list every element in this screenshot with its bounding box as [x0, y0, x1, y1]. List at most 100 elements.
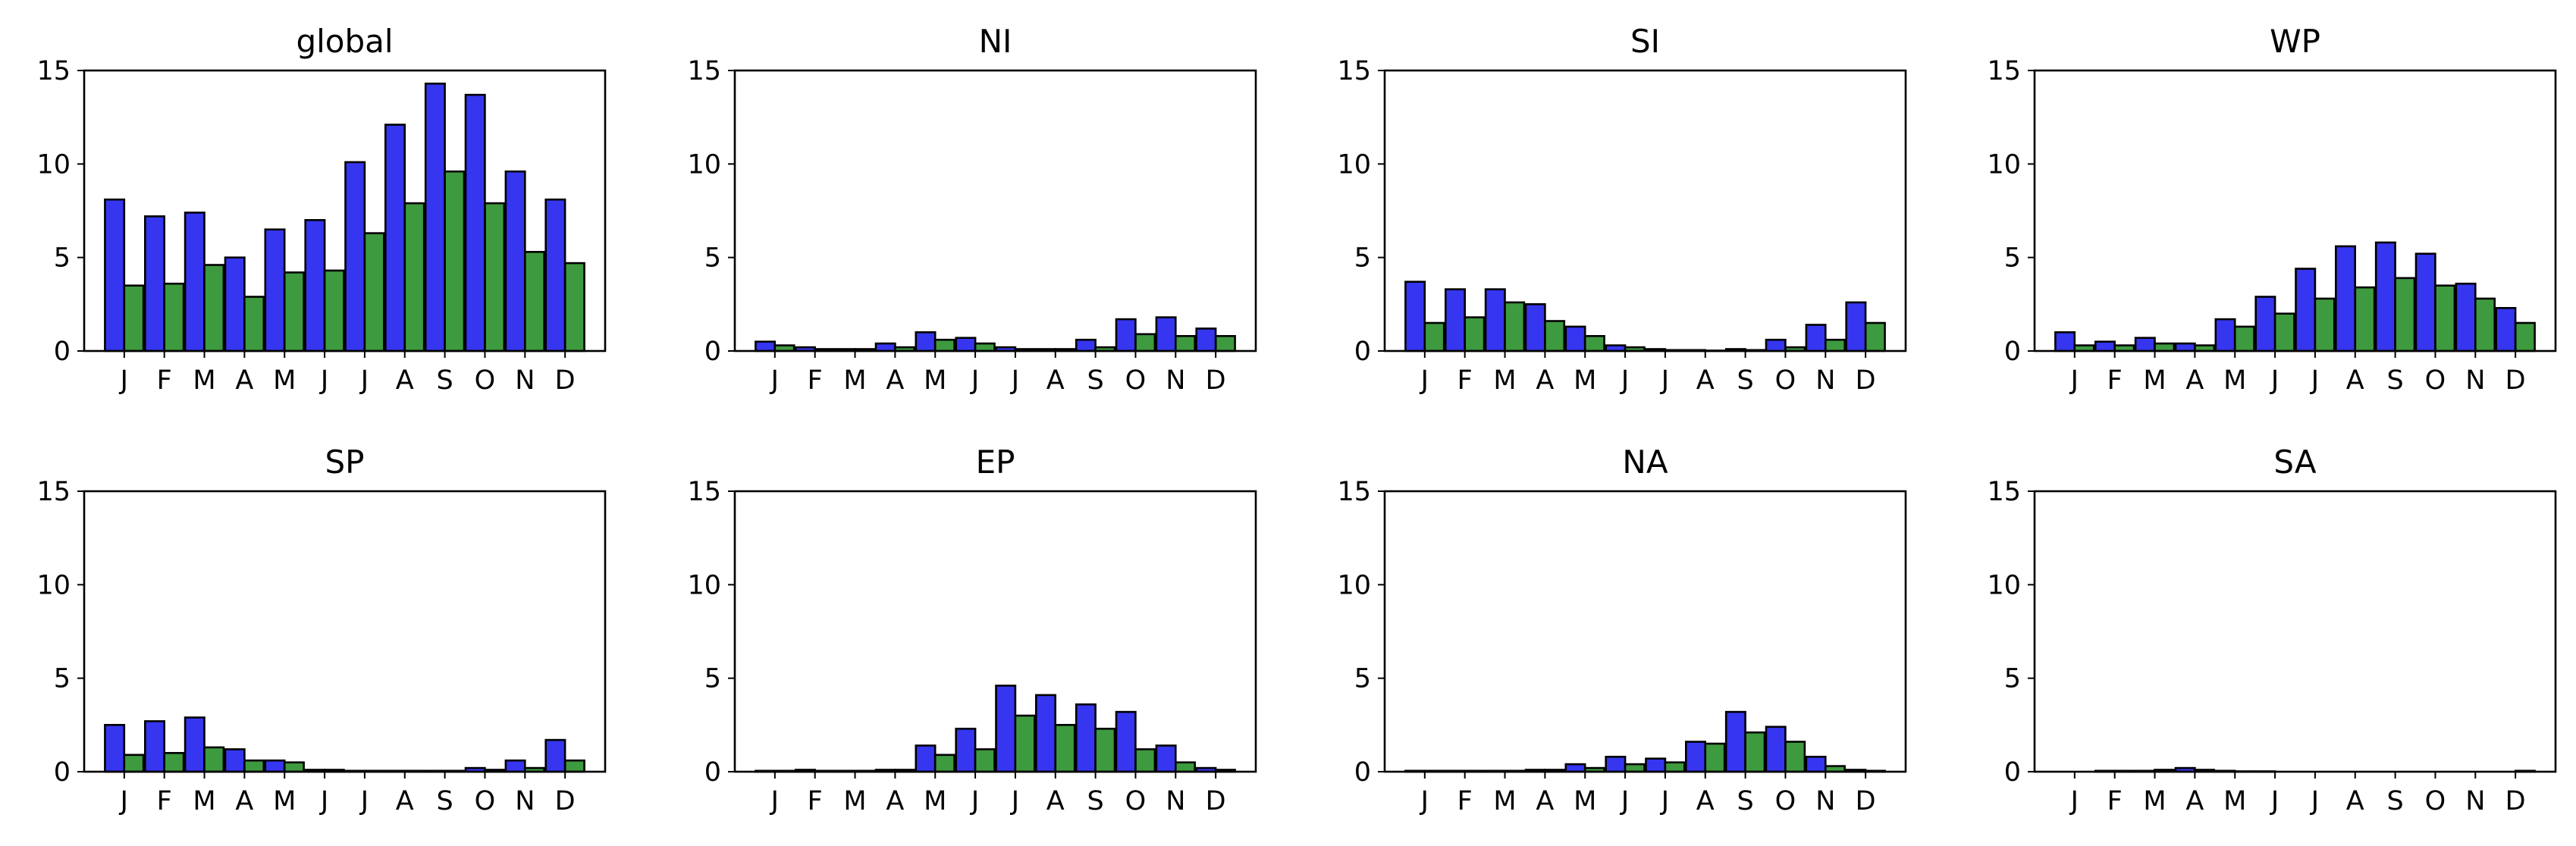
y-tick-label: 0 [54, 337, 71, 367]
bar-series-1-j-5 [955, 727, 977, 773]
bar-series-2-o-9 [1784, 741, 1806, 773]
y-tick-label: 10 [36, 570, 71, 600]
panel-title: SP [325, 443, 365, 481]
bar-series-1-j-0 [104, 198, 126, 352]
bar-series-1-j-5 [1605, 755, 1627, 773]
bar-series-2-m-4 [933, 338, 955, 352]
x-tick-label: A [396, 786, 414, 816]
bar-series-1-n-10 [504, 170, 526, 352]
bar-series-1-a-7 [2335, 245, 2357, 352]
bar-series-1-a-7 [1685, 741, 1707, 773]
x-tick-label: S [437, 365, 453, 396]
x-tick-label: O [475, 786, 496, 816]
y-tick-label: 5 [54, 664, 71, 694]
x-tick-label: S [1737, 786, 1754, 816]
x-tick-label: S [1087, 365, 1104, 396]
bar-series-1-m-2 [184, 716, 206, 773]
x-tick-label: J [1620, 365, 1629, 396]
bar-series-1-s-8 [1724, 710, 1746, 773]
bar-series-2-j-6 [2314, 297, 2336, 352]
bar-series-1-j-6 [344, 161, 366, 352]
x-tick-label: M [1493, 786, 1516, 816]
bar-series-2-m-4 [283, 271, 305, 352]
bar-series-1-a-3 [2174, 342, 2196, 352]
axes-frame [83, 490, 607, 773]
bar-series-1-m-4 [915, 331, 937, 352]
x-tick-label: D [2505, 786, 2526, 816]
bar-series-2-m-2 [1504, 301, 1526, 352]
x-tick-label: O [2425, 786, 2446, 816]
x-tick-label: J [359, 365, 369, 396]
x-tick-label: D [1206, 365, 1226, 396]
x-tick-label: N [1166, 786, 1185, 816]
x-tick-label: J [2069, 365, 2079, 396]
y-tick-label: 0 [1354, 757, 1371, 788]
bar-series-2-s-8 [2394, 277, 2416, 352]
y-tick-label: 15 [1337, 477, 1371, 507]
panel-title: SI [1630, 23, 1660, 60]
x-tick-label: M [193, 786, 215, 816]
bar-series-2-s-8 [1744, 731, 1766, 773]
bar-series-2-j-0 [123, 754, 145, 773]
bar-series-1-j-6 [2295, 268, 2317, 352]
bar-series-1-s-8 [1075, 703, 1097, 773]
bar-series-1-m-4 [264, 228, 286, 352]
panel-title: EP [976, 443, 1015, 481]
axes-frame [2033, 69, 2557, 352]
y-tick-label: 15 [1337, 56, 1371, 86]
x-tick-label: M [1574, 786, 1596, 816]
x-tick-label: F [1457, 786, 1473, 816]
x-tick-label: J [1620, 786, 1629, 816]
bar-series-1-f-1 [144, 720, 166, 773]
bar-series-1-n-10 [1805, 755, 1827, 773]
y-tick-label: 10 [1987, 149, 2021, 180]
bar-series-2-m-4 [1583, 334, 1605, 352]
x-tick-label: M [1574, 365, 1596, 396]
bar-series-1-s-8 [2374, 241, 2396, 352]
x-tick-label: A [1696, 786, 1715, 816]
x-tick-label: A [2346, 786, 2364, 816]
x-tick-label: N [1166, 365, 1185, 396]
y-tick-label: 10 [36, 149, 71, 180]
bar-series-2-j-6 [1014, 714, 1036, 773]
bar-series-1-a-7 [384, 124, 406, 352]
bar-series-1-m-4 [2214, 318, 2236, 352]
x-tick-label: J [2069, 786, 2079, 816]
bar-series-1-n-10 [1805, 324, 1827, 352]
x-tick-label: D [1856, 365, 1876, 396]
axes-frame [733, 490, 1257, 773]
bar-series-1-d-11 [2495, 306, 2517, 352]
bar-series-2-f-1 [163, 751, 185, 773]
bar-series-1-j-6 [995, 685, 1017, 773]
x-tick-label: J [2270, 365, 2279, 396]
y-tick-label: 0 [2004, 757, 2021, 788]
bar-series-1-j-0 [104, 723, 126, 773]
x-tick-label: J [1010, 786, 1019, 816]
bar-series-1-j-5 [2254, 296, 2276, 352]
panel-title: NI [979, 23, 1012, 60]
bar-series-1-n-10 [1155, 316, 1177, 352]
x-tick-label: M [2143, 365, 2166, 396]
x-tick-label: J [119, 786, 128, 816]
bar-series-1-f-1 [2094, 340, 2116, 352]
x-tick-label: F [808, 786, 823, 816]
bar-series-2-a-3 [1544, 320, 1566, 352]
x-tick-label: J [319, 786, 328, 816]
bar-series-1-o-9 [1115, 318, 1137, 352]
bar-series-2-d-11 [563, 759, 585, 773]
x-tick-label: D [2505, 365, 2526, 396]
x-tick-label: S [437, 786, 453, 816]
y-tick-label: 10 [1987, 570, 2021, 600]
x-tick-label: A [1696, 365, 1715, 396]
x-tick-label: N [515, 365, 535, 396]
bar-series-1-j-0 [1404, 280, 1426, 352]
x-tick-label: J [2310, 365, 2319, 396]
x-tick-label: O [475, 365, 496, 396]
y-tick-label: 0 [54, 757, 71, 788]
axes-frame [2033, 490, 2557, 773]
y-tick-label: 15 [36, 56, 71, 86]
bar-series-2-d-11 [563, 262, 585, 352]
